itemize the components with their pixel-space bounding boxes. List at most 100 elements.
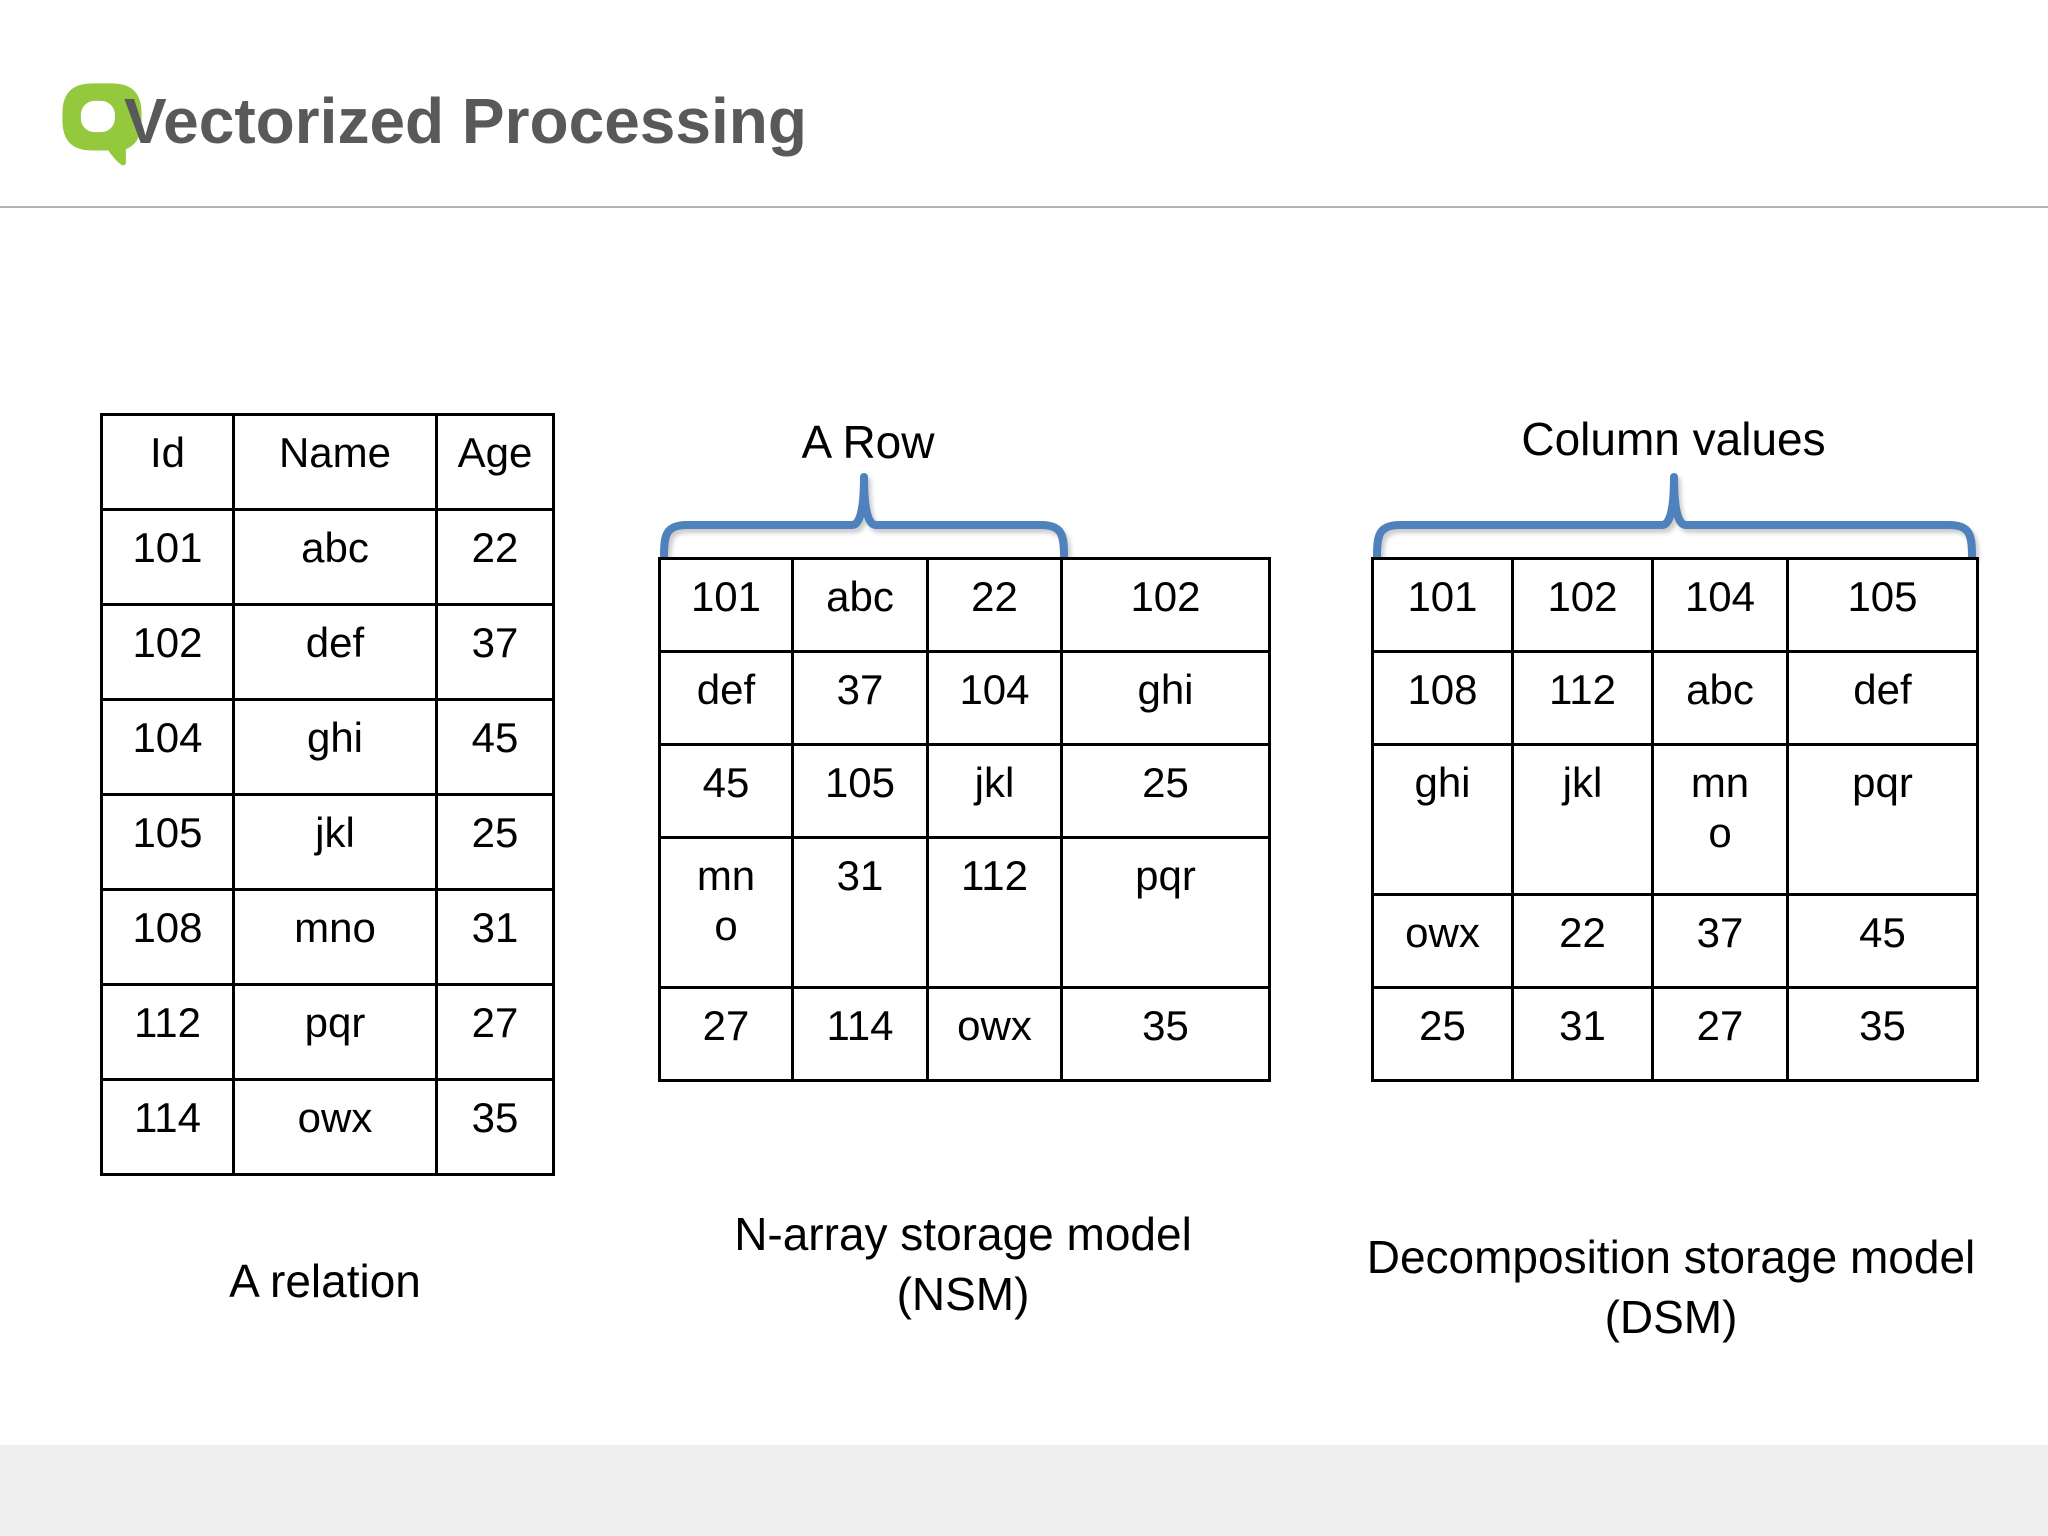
dsm-cell: abc <box>1651 650 1789 746</box>
dsm-cell: 35 <box>1786 986 1979 1082</box>
nsm-cell: 114 <box>791 986 929 1082</box>
dsm-cell: jkl <box>1511 743 1654 896</box>
nsm-brace-label: A Row <box>801 416 935 468</box>
dsm-cell: 37 <box>1651 893 1789 989</box>
dsm-cell: 27 <box>1651 986 1789 1082</box>
relation-cell: 25 <box>435 793 555 891</box>
column-brace-icon <box>1373 473 1976 560</box>
relation-cell: 101 <box>100 508 235 606</box>
dsm-caption: Decomposition storage model (DSM) <box>1311 1228 2031 1348</box>
relation-cell: def <box>232 603 438 701</box>
header-divider <box>0 206 2048 208</box>
relation-cell: mno <box>232 888 438 986</box>
relation-caption: A relation <box>229 1255 421 1307</box>
dsm-cell: owx <box>1371 893 1514 989</box>
footer-band <box>0 1445 2048 1536</box>
relation-cell: 35 <box>435 1078 555 1176</box>
dsm-cell: ghi <box>1371 743 1514 896</box>
nsm-cell: 102 <box>1060 557 1271 653</box>
dsm-cell: 101 <box>1371 557 1514 653</box>
nsm-cell: jkl <box>926 743 1063 839</box>
dsm-row: 25 31 27 35 <box>1371 986 1979 1082</box>
relation-header-cell: Age <box>435 413 555 511</box>
dsm-cell: 112 <box>1511 650 1654 746</box>
nsm-cell: ghi <box>1060 650 1271 746</box>
relation-cell: owx <box>232 1078 438 1176</box>
relation-cell: 105 <box>100 793 235 891</box>
nsm-row: mn o 31 112 pqr <box>658 836 1271 989</box>
nsm-cell: 37 <box>791 650 929 746</box>
relation-cell: 102 <box>100 603 235 701</box>
nsm-row: 101 abc 22 102 <box>658 557 1271 653</box>
nsm-cell: abc <box>791 557 929 653</box>
nsm-cell: 45 <box>658 743 794 839</box>
nsm-cell: 112 <box>926 836 1063 989</box>
relation-cell: jkl <box>232 793 438 891</box>
dsm-row: 108 112 abc def <box>1371 650 1979 746</box>
relation-header-cell: Name <box>232 413 438 511</box>
relation-cell: 45 <box>435 698 555 796</box>
nsm-cell: 31 <box>791 836 929 989</box>
relation-cell: 114 <box>100 1078 235 1176</box>
page-title: Vectorized Processing <box>124 85 807 157</box>
dsm-cell: 108 <box>1371 650 1514 746</box>
dsm-cell: 45 <box>1786 893 1979 989</box>
relation-row: 105 jkl 25 <box>100 793 555 891</box>
relation-cell: 31 <box>435 888 555 986</box>
dsm-cell: 22 <box>1511 893 1654 989</box>
nsm-cell: 27 <box>658 986 794 1082</box>
nsm-cell: mn o <box>658 836 794 989</box>
dsm-cell: pqr <box>1786 743 1979 896</box>
relation-cell: 27 <box>435 983 555 1081</box>
logo-icon <box>56 76 148 168</box>
relation-cell: 112 <box>100 983 235 1081</box>
nsm-caption-line1: N-array storage model <box>734 1208 1192 1260</box>
dsm-cell: 104 <box>1651 557 1789 653</box>
nsm-cell: 104 <box>926 650 1063 746</box>
dsm-cell: 105 <box>1786 557 1979 653</box>
nsm-cell: 35 <box>1060 986 1271 1082</box>
relation-row: 108 mno 31 <box>100 888 555 986</box>
nsm-cell: 25 <box>1060 743 1271 839</box>
dsm-cell: 31 <box>1511 986 1654 1082</box>
relation-row: 102 def 37 <box>100 603 555 701</box>
relation-cell: 37 <box>435 603 555 701</box>
nsm-cell: 22 <box>926 557 1063 653</box>
relation-cell: abc <box>232 508 438 606</box>
dsm-row: ghi jkl mn o pqr <box>1371 743 1979 896</box>
nsm-cell: 101 <box>658 557 794 653</box>
relation-cell: 108 <box>100 888 235 986</box>
dsm-cell: 102 <box>1511 557 1654 653</box>
nsm-cell: 105 <box>791 743 929 839</box>
relation-header-cell: Id <box>100 413 235 511</box>
dsm-cell: def <box>1786 650 1979 746</box>
relation-cell: pqr <box>232 983 438 1081</box>
relation-cell: 104 <box>100 698 235 796</box>
dsm-row: owx 22 37 45 <box>1371 893 1979 989</box>
dsm-caption-line1: Decomposition storage model <box>1366 1231 1976 1283</box>
dsm-table: 101 102 104 105 108 112 abc def ghi jkl mn o pqr owx… <box>1371 557 1979 1082</box>
dsm-row: 101 102 104 105 <box>1371 557 1979 653</box>
relation-row: 101 abc 22 <box>100 508 555 606</box>
relation-row: 104 ghi 45 <box>100 698 555 796</box>
relation-cell: ghi <box>232 698 438 796</box>
nsm-row: def 37 104 ghi <box>658 650 1271 746</box>
relation-table: Id Name Age 101 abc 22 102 def 37 104 ghi 45 105 jkl 2… <box>100 413 555 1176</box>
nsm-cell: def <box>658 650 794 746</box>
row-brace-icon <box>660 473 1068 560</box>
nsm-table: 101 abc 22 102 def 37 104 ghi 45 105 jkl 25 mn o 31 11… <box>658 557 1271 1082</box>
relation-row: 114 owx 35 <box>100 1078 555 1176</box>
relation-header-row: Id Name Age <box>100 413 555 511</box>
dsm-cell: 25 <box>1371 986 1514 1082</box>
dsm-caption-line2: (DSM) <box>1604 1290 1738 1343</box>
dsm-cell: mn o <box>1651 743 1789 896</box>
nsm-caption-line2: (NSM) <box>896 1267 1030 1320</box>
dsm-brace-label: Column values <box>1521 413 1826 465</box>
relation-cell: 22 <box>435 508 555 606</box>
nsm-row: 27 114 owx 35 <box>658 986 1271 1082</box>
nsm-caption: N-array storage model (NSM) <box>608 1205 1318 1325</box>
nsm-row: 45 105 jkl 25 <box>658 743 1271 839</box>
nsm-cell: pqr <box>1060 836 1271 989</box>
nsm-cell: owx <box>926 986 1063 1082</box>
